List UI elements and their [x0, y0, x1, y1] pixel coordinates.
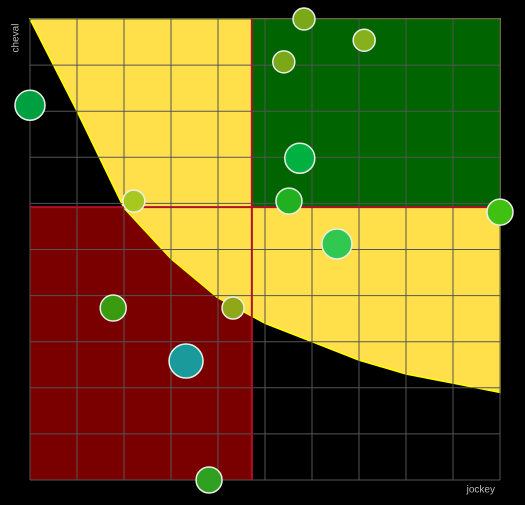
x-axis-label: jockey — [466, 485, 495, 496]
bubble — [195, 466, 223, 494]
y-axis-label: cheval — [11, 24, 22, 53]
bubble — [292, 7, 316, 31]
high-quadrant — [251, 19, 500, 208]
bubble — [221, 296, 245, 320]
bubble — [14, 89, 46, 121]
bubble — [122, 189, 146, 213]
bubble — [321, 228, 353, 260]
bubble — [352, 28, 376, 52]
bubble — [275, 187, 303, 215]
bubble — [284, 142, 316, 174]
bubble — [99, 294, 127, 322]
bubble — [272, 50, 296, 74]
bubble — [486, 198, 514, 226]
bubble — [168, 343, 204, 379]
